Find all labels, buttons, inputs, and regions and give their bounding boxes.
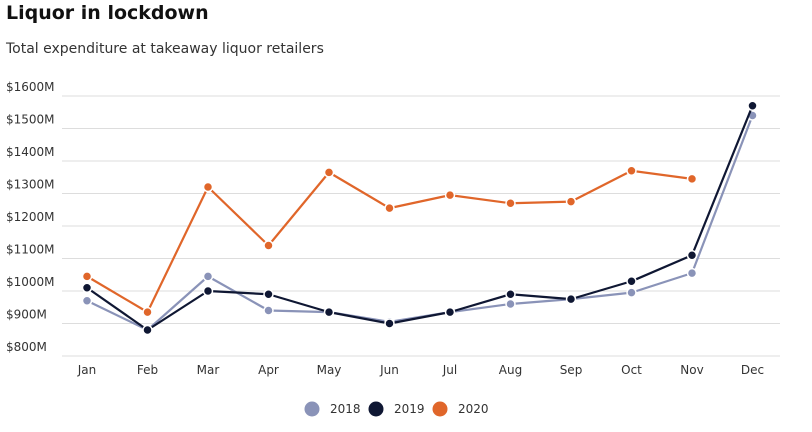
x-tick-label: Oct <box>621 363 642 377</box>
x-tick-label: Jan <box>77 363 97 377</box>
data-point <box>263 305 274 316</box>
data-point <box>202 285 214 297</box>
data-point <box>505 298 516 310</box>
x-tick-label: Mar <box>197 363 220 377</box>
x-axis-ticks: Jan Feb Mar Apr May Jun Jul Aug Sep Oct Nov Dec <box>77 363 764 377</box>
data-point <box>142 324 153 336</box>
data-point <box>686 267 698 279</box>
data-point <box>565 293 577 305</box>
y-tick-label: $900M <box>6 308 47 322</box>
legend-label: 2019 <box>394 402 425 416</box>
legend-item: 2019 <box>368 401 425 417</box>
chart-title: Liquor in lockdown <box>6 2 209 24</box>
data-point <box>505 198 516 209</box>
legend: 2018 2019 2020 <box>304 401 489 417</box>
data-point <box>626 287 637 298</box>
data-point <box>444 306 456 318</box>
data-point <box>747 100 758 111</box>
data-point <box>626 165 637 176</box>
data-point <box>81 271 93 282</box>
x-tick-label: Jul <box>442 363 457 377</box>
legend-item: 2020 <box>432 401 489 417</box>
series-2020 <box>81 165 698 318</box>
y-tick-label: $1300M <box>6 178 55 192</box>
data-point <box>384 318 395 329</box>
data-point <box>444 189 456 201</box>
x-tick-label: Sep <box>560 363 583 377</box>
x-tick-label: Apr <box>258 363 279 377</box>
series-2019 <box>81 100 758 336</box>
legend-item: 2018 <box>304 401 361 417</box>
legend-swatch <box>304 401 320 417</box>
data-point <box>686 173 698 185</box>
y-tick-label: $1100M <box>6 243 55 257</box>
data-point <box>626 276 637 287</box>
x-tick-label: Aug <box>499 363 522 377</box>
legend-swatch <box>432 401 448 417</box>
data-point <box>263 289 274 300</box>
x-tick-label: Nov <box>680 363 703 377</box>
data-point <box>142 306 153 318</box>
data-point <box>384 202 395 214</box>
y-axis-ticks: $800M $900M $1000M $1100M $1200M $1300M $1400M… <box>6 80 55 354</box>
series-group <box>81 100 758 336</box>
data-point <box>565 196 577 207</box>
series-2018 <box>81 110 758 336</box>
data-point <box>323 167 335 178</box>
x-tick-label: Jun <box>379 363 399 377</box>
y-tick-label: $800M <box>6 340 47 354</box>
series-line <box>86 115 754 332</box>
data-point <box>323 306 335 318</box>
y-tick-label: $1600M <box>6 80 55 94</box>
legend-swatch <box>368 401 384 417</box>
x-tick-label: Dec <box>741 363 764 377</box>
x-tick-label: Feb <box>137 363 158 377</box>
series-line <box>86 105 754 332</box>
legend-label: 2020 <box>458 402 489 416</box>
data-point <box>505 289 516 300</box>
grid-lines <box>62 95 780 357</box>
data-point <box>81 282 93 293</box>
y-tick-label: $1500M <box>6 113 55 127</box>
legend-label: 2018 <box>330 402 361 416</box>
data-point <box>202 181 214 193</box>
data-point <box>81 295 93 306</box>
x-tick-label: May <box>317 363 342 377</box>
data-point <box>263 240 274 251</box>
y-tick-label: $1200M <box>6 210 55 224</box>
chart-subtitle: Total expenditure at takeaway liquor ret… <box>6 41 324 57</box>
data-point <box>686 250 698 261</box>
data-point <box>202 271 214 282</box>
y-tick-label: $1000M <box>6 275 55 289</box>
y-tick-label: $1400M <box>6 145 55 159</box>
